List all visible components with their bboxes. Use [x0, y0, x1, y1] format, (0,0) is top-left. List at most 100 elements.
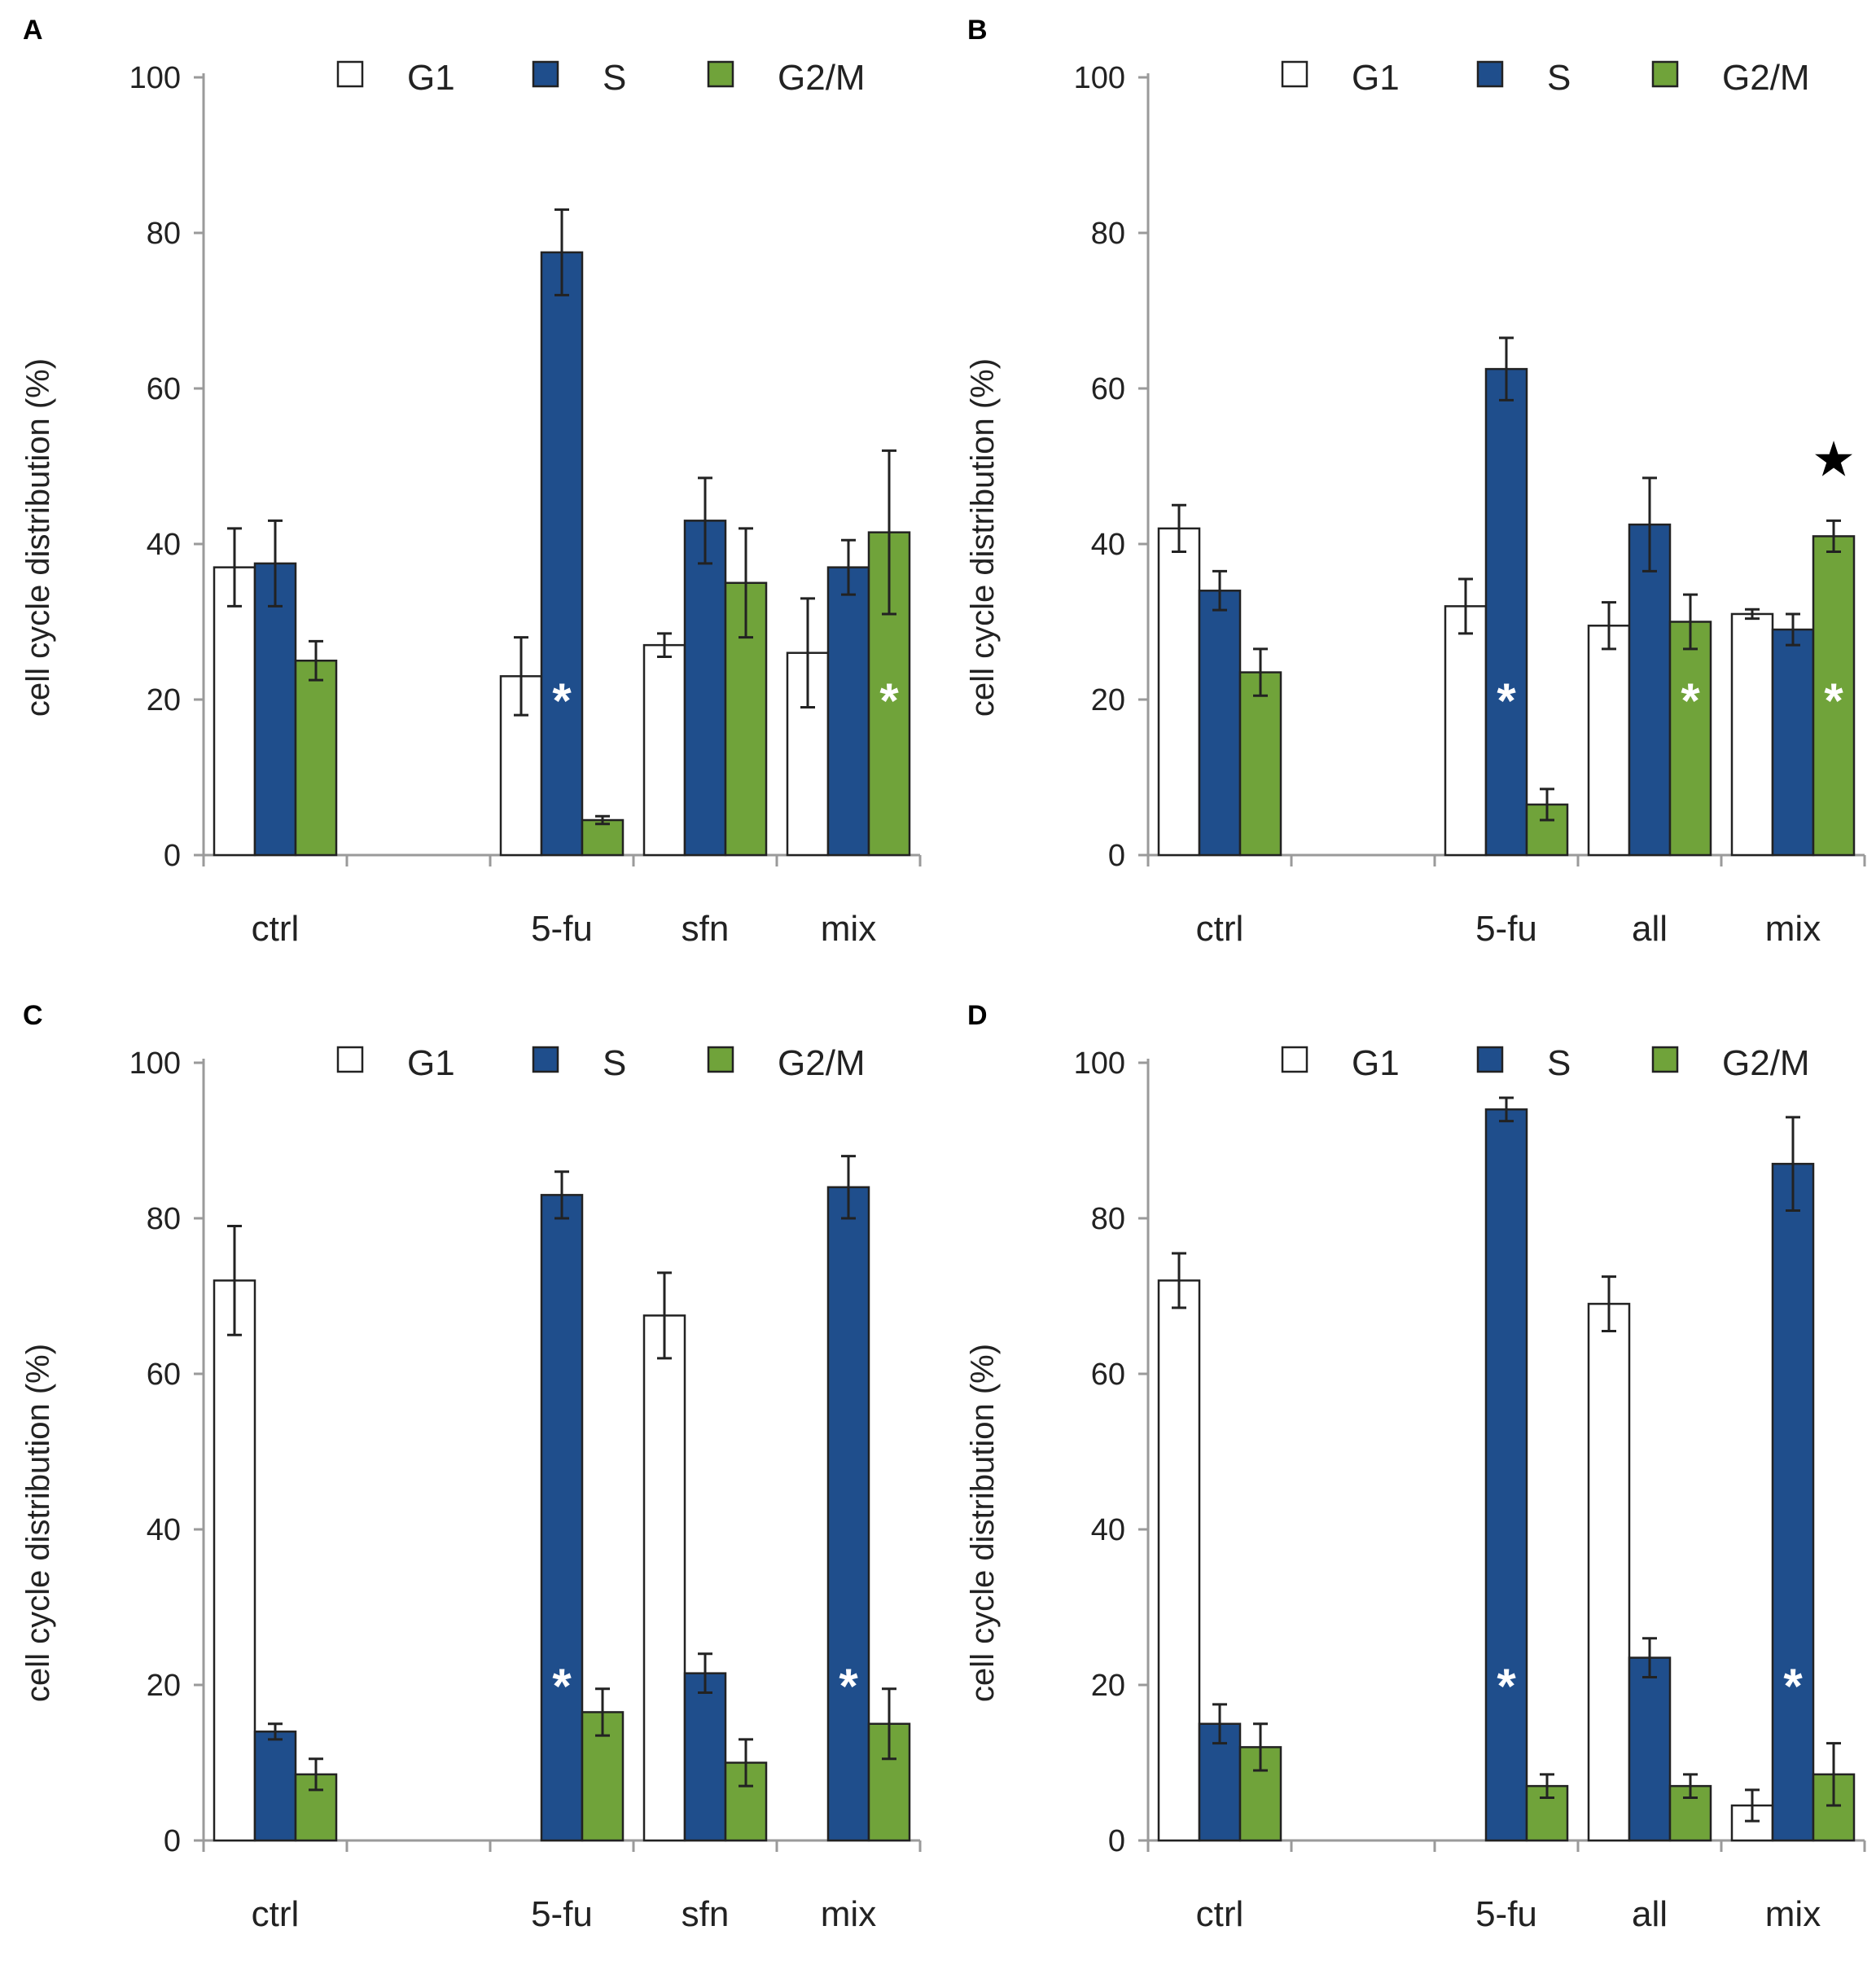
bar-S-5-fu: [540, 1194, 584, 1842]
y-tick-label: 80: [1091, 1202, 1125, 1236]
y-tick-label: 0: [1108, 839, 1125, 873]
bar-G2M-ctrl: [294, 1773, 338, 1842]
legend-swatch-G2M: [1651, 1046, 1679, 1073]
legend-swatch-S: [1476, 60, 1504, 88]
bar-S-mix: [1771, 628, 1815, 857]
bar-G2M-ctrl: [294, 660, 338, 857]
y-tick-label: 0: [164, 1824, 181, 1858]
bar-G2M-5-fu: [581, 818, 625, 857]
y-axis-label: cell cycle distribution (%): [20, 1344, 56, 1702]
x-category-label: 5-fu: [1475, 909, 1537, 949]
legend-swatch-G2M: [1651, 60, 1679, 88]
x-category-label: 5-fu: [531, 1894, 593, 1934]
legend-swatch-G2M: [707, 60, 734, 88]
y-tick-label: 100: [1074, 1046, 1125, 1081]
legend-swatch-G1: [336, 1046, 364, 1073]
significance-star-black: ★: [1812, 432, 1856, 486]
bar-G2M-mix: [1812, 1773, 1856, 1842]
x-category-label: mix: [1765, 909, 1821, 949]
y-axis-label: cell cycle distribution (%): [20, 358, 56, 717]
x-category-label: sfn: [682, 909, 730, 949]
bar-S-5-fu: [540, 251, 584, 857]
bar-G1-5-fu: [1444, 605, 1488, 857]
y-tick-label: 60: [1091, 1358, 1125, 1392]
bar-S-mix: [826, 566, 870, 857]
legend-swatch-S: [1476, 1046, 1504, 1073]
significance-asterisk: *: [552, 1659, 572, 1713]
plot-area: 0 20 40 60 80 100 ctrl 5-fu sfn mix * * G1 S G2/M: [129, 58, 922, 949]
plot-area: 0 20 40 60 80 100 ctrl 5-fu all mix * * G1 S G2/M: [1074, 1043, 1866, 1934]
y-tick-label: 20: [1091, 1669, 1125, 1703]
bar-G1-ctrl: [1157, 527, 1201, 857]
y-tick-label: 80: [147, 1202, 181, 1236]
y-tick-label: 60: [147, 372, 181, 406]
y-tick-label: 100: [1074, 61, 1125, 95]
y-tick-label: 0: [164, 839, 181, 873]
bar-S-5-fu: [1484, 1108, 1528, 1842]
y-axis-label: cell cycle distribution (%): [965, 1344, 1001, 1702]
y-tick-label: 40: [147, 1513, 181, 1547]
legend-label: G2/M: [1722, 58, 1810, 98]
significance-asterisk: *: [879, 673, 899, 728]
x-category-label: ctrl: [1196, 1894, 1244, 1934]
legend-swatch-G1: [336, 60, 364, 88]
panel-letter: B: [967, 15, 988, 46]
bar-G1-sfn: [642, 1314, 686, 1842]
panel-letter: C: [23, 1000, 43, 1031]
legend-swatch-S: [532, 1046, 559, 1073]
plot-area: 0 20 40 60 80 100 ctrl 5-fu sfn mix * * G1 S G2/M: [129, 1043, 922, 1934]
panel-C: C cell cycle distribution (%) 0 20 40 60 80 1…: [20, 1000, 922, 1934]
y-tick-label: 40: [1091, 528, 1125, 562]
bar-S-all: [1628, 523, 1672, 857]
y-tick-label: 40: [1091, 1513, 1125, 1547]
bar-G1-ctrl: [213, 566, 256, 857]
x-category-label: mix: [821, 1894, 876, 1934]
y-axis-label: cell cycle distribution (%): [965, 358, 1001, 717]
y-tick-label: 20: [147, 1669, 181, 1703]
y-tick-label: 60: [147, 1358, 181, 1392]
y-tick-label: 40: [147, 528, 181, 562]
x-category-label: mix: [1765, 1894, 1821, 1934]
panel-letter: A: [23, 15, 43, 46]
legend-label: S: [603, 58, 626, 98]
legend-label: S: [1547, 1043, 1571, 1083]
x-category-label: mix: [821, 909, 876, 949]
bar-S-sfn: [683, 520, 727, 857]
legend-swatch-S: [532, 60, 559, 88]
significance-asterisk: *: [1497, 673, 1516, 728]
legend-label: G1: [1352, 1043, 1400, 1083]
bar-S-5-fu: [1484, 367, 1528, 857]
legend-label: G1: [407, 1043, 455, 1083]
bar-S-ctrl: [253, 1731, 297, 1842]
x-category-label: ctrl: [252, 909, 300, 949]
y-tick-label: 0: [1108, 1824, 1125, 1858]
bar-S-ctrl: [1198, 590, 1242, 857]
x-category-label: 5-fu: [1475, 1894, 1537, 1934]
legend-swatch-G1: [1281, 1046, 1308, 1073]
x-category-label: all: [1632, 909, 1668, 949]
x-category-label: sfn: [682, 1894, 730, 1934]
bar-S-mix: [1771, 1162, 1815, 1842]
bar-S-all: [1628, 1656, 1672, 1842]
legend-label: G1: [1352, 58, 1400, 98]
significance-asterisk: *: [1783, 1659, 1803, 1713]
bar-G1-ctrl: [213, 1279, 256, 1842]
y-tick-label: 80: [147, 217, 181, 251]
bar-G1-all: [1587, 1302, 1631, 1842]
bar-G1-all: [1587, 625, 1631, 857]
legend-label: G1: [407, 58, 455, 98]
y-tick-label: 80: [1091, 217, 1125, 251]
panel-D: D cell cycle distribution (%) 0 20 40 60 80 1…: [965, 1000, 1866, 1934]
legend-label: S: [603, 1043, 626, 1083]
y-tick-label: 20: [147, 683, 181, 717]
bar-G1-sfn: [642, 643, 686, 857]
panel-A: A cell cycle distribution (%) 0 20 40 60 80 1…: [20, 15, 922, 949]
x-category-label: all: [1632, 1894, 1668, 1934]
x-category-label: 5-fu: [531, 909, 593, 949]
bar-G1-mix: [1730, 612, 1774, 857]
significance-asterisk: *: [552, 673, 572, 728]
y-tick-label: 100: [129, 1046, 181, 1081]
significance-asterisk: *: [1681, 673, 1700, 728]
y-tick-label: 100: [129, 61, 181, 95]
